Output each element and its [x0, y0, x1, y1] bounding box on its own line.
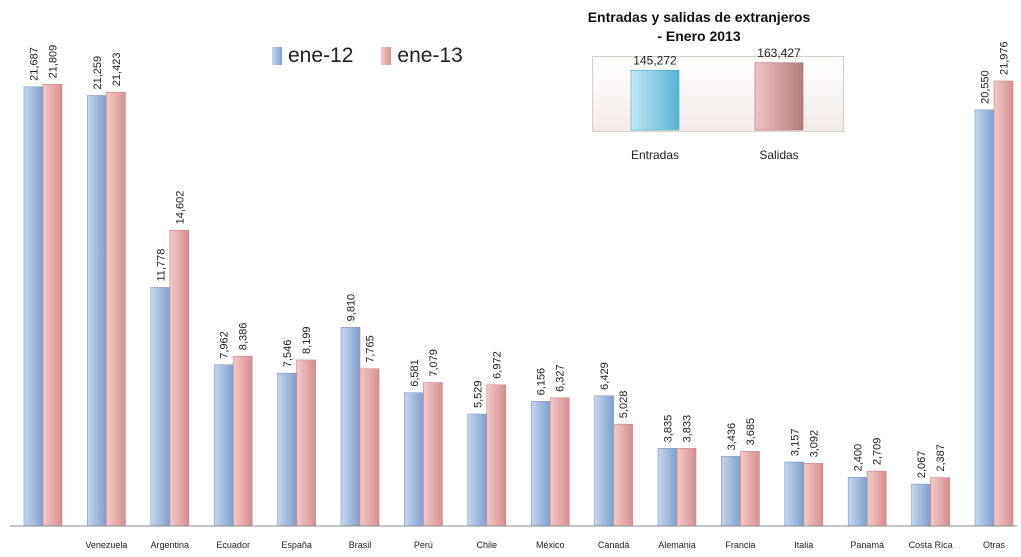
inset-bar-entradas	[630, 69, 680, 131]
category-label-panama: Panamá	[850, 540, 884, 550]
inset-value-label-salidas: 163,427	[757, 46, 801, 60]
inset-value-label-entradas: 145,272	[633, 53, 677, 67]
category-label-italia: Italia	[794, 540, 813, 550]
category-label-chile: Chile	[477, 540, 498, 550]
legend-swatch-ene-13	[381, 47, 392, 65]
data-label-ene-12-mexico: 6,156	[536, 368, 548, 396]
legend-item-ene-13: ene-13	[381, 44, 463, 68]
inset-bar-salidas	[754, 62, 804, 131]
data-label-ene-12-brasil: 9,810	[346, 294, 358, 322]
inset-chart-title: Entradas y salidas de extranjeros - Ener…	[587, 9, 811, 44]
data-label-ene-13-venezuela: 21,423	[111, 53, 123, 87]
data-label-ene-12-chile: 5,529	[472, 381, 484, 409]
data-label-ene-12-costa-rica: 2,067	[916, 451, 928, 479]
category-label-brasil: Brasil	[349, 540, 372, 550]
inset-bars-group: 145,272 Entradas 163,427 Salidas	[630, 46, 804, 162]
data-label-ene-12-ecuador: 7,962	[219, 331, 231, 359]
data-label-ene-13-peru: 7,079	[428, 349, 440, 377]
data-label-ene-13-argentina: 14,602	[174, 191, 186, 225]
legend: ene-12 ene-13	[272, 44, 463, 68]
data-label-ene-12-venezuela: 21,259	[92, 56, 104, 90]
data-label-ene-13-canada: 5,028	[618, 391, 630, 419]
category-label-otras: Otras	[983, 540, 1006, 550]
data-label-ene-12-italia: 3,157	[789, 429, 801, 457]
data-label-ene-12-panama: 2,400	[853, 444, 865, 472]
category-label-costa-rica: Costa Rica	[909, 540, 953, 550]
data-label-ene-13-alemania: 3,833	[682, 415, 694, 443]
data-label-ene-13-costa-rica: 2,387	[935, 444, 947, 472]
data-label-ene-12-canada: 6,429	[599, 362, 611, 390]
data-label-ene-13-chile: 6,972	[491, 351, 503, 379]
legend-label-ene-13: ene-13	[397, 44, 463, 67]
data-label-ene-13-ecuador: 8,386	[238, 323, 250, 351]
data-label-ene-12-peru: 6,581	[409, 359, 421, 387]
data-label-ene-13-first: 21,809	[48, 45, 60, 79]
data-label-ene-12-alemania: 3,835	[663, 415, 675, 443]
inset-category-label-entradas: Entradas	[631, 148, 679, 162]
data-label-ene-12-otras: 20,550	[980, 70, 992, 104]
data-label-ene-13-mexico: 6,327	[555, 364, 567, 392]
data-label-ene-12-argentina: 11,778	[155, 249, 167, 282]
category-label-espana: España	[281, 540, 312, 550]
category-label-peru: Perú	[414, 540, 433, 550]
category-label-alemania: Alemania	[658, 540, 696, 550]
data-label-ene-13-panama: 2,709	[872, 438, 884, 466]
category-label-mexico: México	[536, 540, 565, 550]
data-label-ene-13-brasil: 7,765	[365, 335, 377, 363]
category-label-canada: Canadá	[598, 540, 630, 550]
category-label-ecuador: Ecuador	[216, 540, 250, 550]
legend-label-ene-12: ene-12	[288, 44, 354, 67]
data-label-ene-13-italia: 3,092	[808, 430, 820, 458]
data-label-ene-13-francia: 3,685	[745, 418, 757, 446]
data-label-ene-12-francia: 3,436	[726, 423, 738, 451]
category-label-argentina: Argentina	[151, 540, 190, 550]
data-label-ene-13-otras: 21,976	[999, 41, 1011, 75]
legend-item-ene-12: ene-12	[272, 44, 353, 68]
data-label-ene-13-espana: 8,199	[301, 326, 313, 354]
category-label-francia: Francia	[725, 540, 755, 550]
category-label-venezuela: Venezuela	[85, 540, 127, 550]
inset-category-label-salidas: Salidas	[759, 148, 798, 162]
legend-swatch-ene-12	[272, 47, 282, 65]
data-label-ene-12-espana: 7,546	[282, 340, 294, 368]
data-label-ene-12-first: 21,687	[29, 47, 41, 81]
